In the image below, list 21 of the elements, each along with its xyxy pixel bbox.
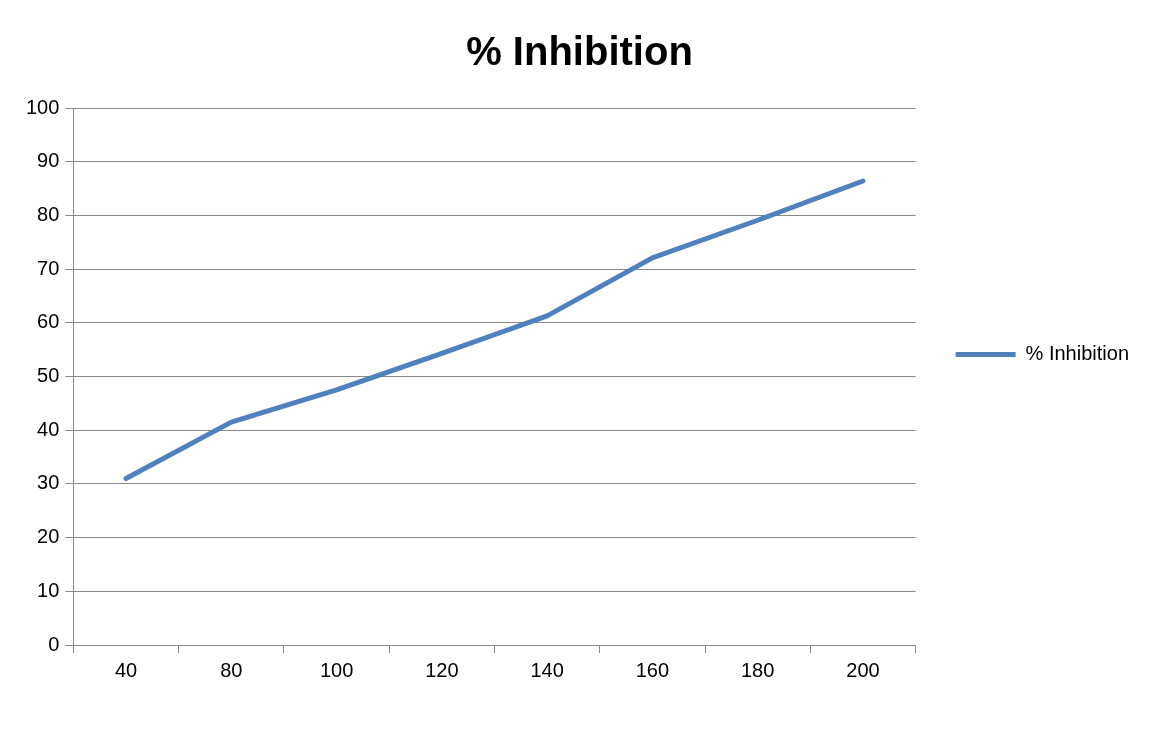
chart-title: % Inhibition: [466, 29, 693, 74]
x-tick-label: 80: [220, 658, 243, 681]
x-tick-label: 100: [319, 658, 354, 681]
legend-label: % Inhibition: [1025, 342, 1130, 365]
y-tick-label: 60: [37, 310, 60, 333]
x-tick-label: 40: [114, 658, 138, 681]
y-tick-label: 0: [48, 632, 60, 655]
y-tick-label: 20: [37, 525, 60, 548]
y-tick-label: 70: [37, 256, 60, 279]
x-tick-label: 140: [530, 658, 564, 681]
y-tick-label: 40: [37, 417, 60, 440]
x-tick-label: 120: [425, 658, 459, 681]
y-tick-label: 80: [37, 202, 60, 225]
y-tick-label: 90: [37, 149, 60, 172]
x-tick-label: 160: [635, 658, 670, 681]
x-tick-label: 180: [741, 658, 775, 681]
x-tick-label: 200: [846, 658, 880, 681]
y-tick-label: 50: [37, 364, 60, 387]
y-tick-label: 10: [37, 578, 60, 601]
y-tick-label: 100: [25, 95, 60, 118]
y-tick-label: 30: [37, 471, 60, 494]
